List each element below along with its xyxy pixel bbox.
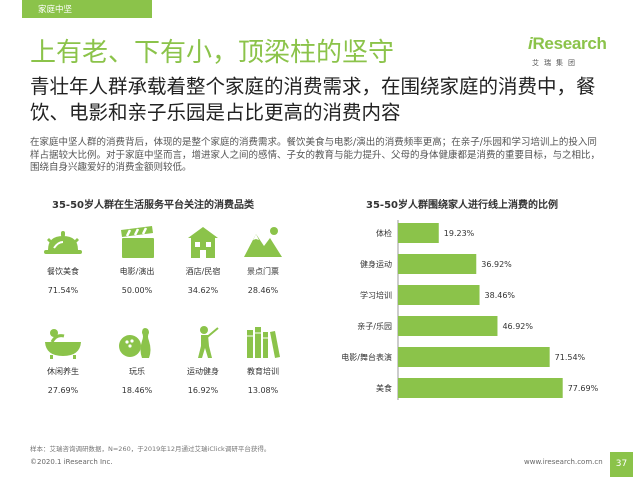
books-icon [247, 327, 280, 358]
bar-value-label: 77.69% [568, 384, 599, 393]
category-label: 运动健身 [187, 367, 219, 376]
hotel-icon [188, 227, 218, 258]
category-percent: 13.08% [247, 386, 279, 395]
category-label: 酒店/民宿 [185, 267, 221, 276]
category-leisure: 休闲养生 27.69% [28, 324, 98, 395]
section-tag-label: 家庭中坚 [38, 5, 73, 15]
category-percent: 34.62% [187, 286, 219, 295]
bathtub-icon [45, 329, 81, 359]
category-hotel: 酒店/民宿 34.62% [168, 224, 238, 295]
iresearch-logo: iResearch 艾瑞集团 [528, 34, 608, 76]
bowling-icon [119, 328, 151, 358]
bar-value-label: 19.23% [444, 229, 475, 238]
category-movie: 电影/演出 50.00% [102, 224, 172, 295]
category-label: 景点门票 [247, 267, 279, 276]
horizontal-bar-chart: 体检 19.23% 健身运动 36.92% 学习培训 38.46% 亲子/乐园 46.92% 电… [341, 220, 599, 400]
logo-word: Research [532, 34, 607, 53]
logo-cn: 艾瑞集团 [532, 59, 580, 67]
logo-i: i [528, 34, 533, 53]
category-label: 餐饮美食 [47, 267, 79, 276]
category-label: 休闲养生 [47, 367, 79, 376]
bar [398, 254, 477, 274]
left-panel-title: 35-50岁人群在生活服务平台关注的消费品类 [52, 200, 254, 211]
website-url: www.iresearch.com.cn [524, 458, 603, 466]
bar-value-label: 46.92% [502, 322, 533, 331]
category-fitness: 运动健身 16.92% [168, 324, 238, 395]
bar [398, 347, 550, 367]
category-tick-label: 电影/舞台表演 [341, 352, 392, 362]
page-number: 37 [610, 452, 633, 477]
category-tick-label: 亲子/乐园 [357, 321, 392, 331]
category-percent: 18.46% [121, 386, 153, 395]
bar-value-label: 38.46% [485, 291, 516, 300]
bar [398, 285, 480, 305]
bar [398, 223, 439, 243]
category-tick-label: 美食 [376, 383, 392, 393]
category-percent: 27.69% [47, 386, 79, 395]
bar [398, 316, 498, 336]
bar-value-label: 36.92% [481, 260, 512, 269]
category-food: 餐饮美食 71.54% [28, 224, 98, 295]
category-education: 教育培训 13.08% [228, 324, 298, 395]
category-tick-label: 学习培训 [360, 290, 392, 300]
clapperboard-icon [121, 226, 154, 258]
golfer-icon [198, 326, 219, 358]
page-subtitle: 青壮年人群承载着整个家庭的消费需求，在围绕家庭的消费中，餐饮、电影和亲子乐园是占… [30, 75, 596, 124]
bar [398, 378, 563, 398]
chart-title: 35-50岁人群围绕家人进行线上消费的比例 [366, 200, 558, 211]
category-entertainment: 玩乐 18.46% [102, 324, 172, 395]
category-percent: 50.00% [121, 286, 153, 295]
category-percent: 71.54% [47, 286, 79, 295]
page-title: 上有老、下有小，顶梁柱的坚守 [30, 38, 395, 68]
category-scenic: 景点门票 28.46% [228, 224, 298, 295]
bar-value-label: 71.54% [555, 353, 586, 362]
category-percent: 16.92% [187, 386, 219, 395]
category-tick-label: 体检 [376, 228, 392, 238]
copyright: ©2020.1 iResearch Inc. [30, 458, 113, 466]
section-tag: 家庭中坚 [22, 0, 152, 18]
category-label: 玩乐 [129, 367, 145, 376]
category-label: 电影/演出 [119, 267, 155, 276]
category-label: 教育培训 [247, 367, 279, 376]
mountain-icon [244, 227, 282, 257]
source-note: 样本：艾瑞咨询调研数据，N=260，于2019年12月通过艾瑞iClick调研平… [30, 445, 271, 453]
food-icon [44, 231, 82, 254]
category-tick-label: 健身运动 [360, 259, 392, 269]
category-percent: 28.46% [247, 286, 279, 295]
description-text: 在家庭中坚人群的消费背后，体现的是整个家庭的消费需求。餐饮美食与电影/演出的消费… [30, 137, 601, 174]
